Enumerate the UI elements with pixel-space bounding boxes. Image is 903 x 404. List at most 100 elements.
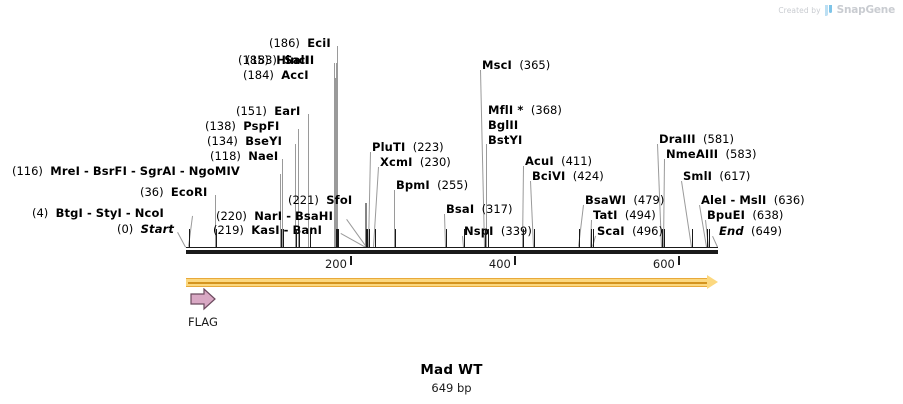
restriction-site-bsai[interactable]: BsaI (317) <box>446 203 513 215</box>
restriction-site-bcivi[interactable]: BciVI (424) <box>532 170 604 182</box>
site-position: (4) <box>32 206 49 220</box>
cut-site-tick <box>707 229 709 247</box>
enzyme-name: KasI <box>251 223 280 237</box>
site-position: (479) <box>633 193 665 207</box>
restriction-site-bpuei[interactable]: BpuEI (638) <box>707 209 783 221</box>
restriction-site-btgi[interactable]: (4) BtgI - StyI - NcoI <box>32 207 164 219</box>
restriction-site-pspfi[interactable]: (138) PspFI <box>205 120 279 132</box>
site-position: (636) <box>773 193 805 207</box>
site-position: (223) <box>412 140 444 154</box>
restriction-site-mrei[interactable]: (116) MreI - BsrFI - SgrAI - NgoMIV <box>12 165 240 177</box>
site-position: (581) <box>703 132 734 146</box>
restriction-site-eari[interactable]: (151) EarI <box>236 105 300 117</box>
restriction-site-pluti[interactable]: PluTI (223) <box>372 141 444 153</box>
site-position: (118) <box>210 149 241 163</box>
restriction-site-xcmi[interactable]: XcmI (230) <box>380 156 451 168</box>
site-position: (185) <box>238 53 269 67</box>
restriction-site-bseyi[interactable]: (134) BseYI <box>207 135 282 147</box>
restriction-site-mfli[interactable]: MflI * (368) BglII BstYI <box>488 104 562 146</box>
enzyme-name: NarI <box>254 209 283 223</box>
enzyme-name: HincII <box>276 53 315 67</box>
restriction-site-hincii[interactable]: (185) HincII <box>238 54 314 66</box>
cut-site-tick <box>578 229 580 247</box>
enzyme-name: MscI <box>482 58 512 72</box>
restriction-site-ecii[interactable]: (186) EciI <box>269 37 331 49</box>
restriction-site-ecori[interactable]: (36) EcoRI <box>140 186 207 198</box>
enzyme-name: SalI <box>284 53 310 67</box>
restriction-site-naei[interactable]: (118) NaeI <box>210 150 278 162</box>
name-separator: - <box>726 193 740 207</box>
enzyme-name: DraIII <box>659 132 696 146</box>
site-position: (221) <box>288 193 319 207</box>
restriction-site-acci[interactable]: (184) AccI <box>243 69 309 81</box>
backbone-bar <box>186 250 718 254</box>
site-position: (494) <box>624 208 656 222</box>
cut-site-tick <box>487 229 489 247</box>
restriction-site-nspi[interactable]: NspI (339) <box>464 225 532 237</box>
enzyme-name: MslI <box>739 193 767 207</box>
enzyme-name: StyI <box>95 206 122 220</box>
enzyme-name: BpuEI <box>707 208 746 222</box>
cut-site-tick <box>663 229 665 247</box>
page-title: Mad WT <box>420 362 483 378</box>
cut-site-tick <box>395 229 397 247</box>
enzyme-name: NaeI <box>248 149 279 163</box>
restriction-site-smli[interactable]: SmlI (617) <box>683 170 750 182</box>
restriction-site-scai[interactable]: ScaI (496) <box>597 225 663 237</box>
cut-site-tick <box>282 229 284 247</box>
cut-site-tick <box>189 229 191 247</box>
restriction-site-nmeaiii[interactable]: NmeAIII (583) <box>666 148 756 160</box>
cut-site-tick <box>281 229 283 247</box>
enzyme-name: NmeAIII <box>666 147 719 161</box>
enzyme-name: NcoI <box>134 206 164 220</box>
restriction-site-acui[interactable]: AcuI (411) <box>525 155 592 167</box>
feature-arrow-icon <box>190 287 216 311</box>
enzyme-name: EarI <box>274 104 301 118</box>
site-position: (583) <box>725 147 757 161</box>
enzyme-name: BsrFI <box>92 164 127 178</box>
site-position: (116) <box>12 164 43 178</box>
restriction-site-sfoi[interactable]: (221) SfoI <box>288 194 352 206</box>
cut-site-tick <box>374 229 376 247</box>
enzyme-name: EcoRI <box>170 185 208 199</box>
enzyme-name: AccI <box>281 68 309 82</box>
cut-site-tick <box>368 229 370 247</box>
enzyme-name: BsaWI <box>585 193 627 207</box>
restriction-site-draiii[interactable]: DraIII (581) <box>659 133 734 145</box>
site-position: (424) <box>572 169 604 183</box>
restriction-site-end[interactable]: End (649) <box>719 225 782 237</box>
cut-site-tick <box>708 229 710 247</box>
watermark-brand: SnapGene <box>836 4 896 16</box>
ruler-tick <box>513 256 516 265</box>
site-position: (220) <box>216 209 247 223</box>
ruler-tick-label: 600 <box>652 257 675 271</box>
site-position: (617) <box>719 169 751 183</box>
enzyme-name: BciVI <box>532 169 566 183</box>
enzyme-name: AleI <box>701 193 727 207</box>
cut-site-tick <box>445 229 447 247</box>
restriction-site-kasi[interactable]: (219) KasI - BanI <box>213 224 322 236</box>
restriction-site-nari[interactable]: (220) NarI - BsaHI <box>216 210 333 222</box>
name-separator: - <box>80 164 93 178</box>
restriction-site-tati[interactable]: TatI (494) <box>593 209 656 221</box>
ruler-tick-label: 200 <box>324 257 347 271</box>
restriction-site-start[interactable]: (0) Start <box>117 223 174 235</box>
restriction-site-sali[interactable]: (183) SalI <box>246 54 309 66</box>
enzyme-name: BanI <box>292 223 323 237</box>
site-position: (255) <box>437 178 469 192</box>
feature-flag[interactable] <box>190 287 216 316</box>
ruler-tick <box>349 256 352 265</box>
name-separator: - <box>279 223 293 237</box>
orf-arrow[interactable] <box>186 275 718 289</box>
site-position: (0) <box>117 222 134 236</box>
enzyme-name: AcuI <box>525 154 554 168</box>
restriction-site-alei[interactable]: AleI - MslI (636) <box>701 194 805 206</box>
restriction-site-bsawi[interactable]: BsaWI (479) <box>585 194 664 206</box>
site-position: (219) <box>213 223 244 237</box>
orf-body <box>186 278 708 287</box>
restriction-site-msci[interactable]: MscI (365) <box>482 59 550 71</box>
enzyme-name: BglII <box>488 118 519 132</box>
site-position: (230) <box>419 155 451 169</box>
restriction-site-bpmi[interactable]: BpmI (255) <box>396 179 468 191</box>
